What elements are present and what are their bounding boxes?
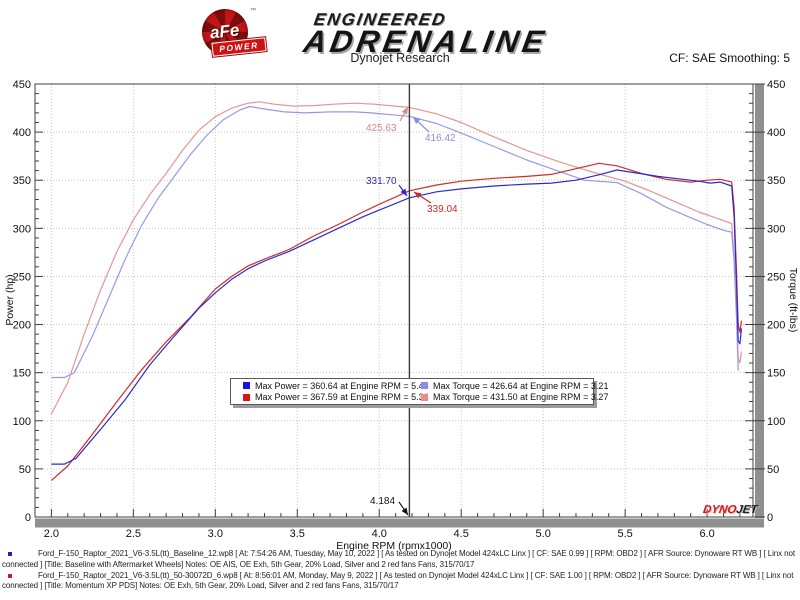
legend-entry-max-power-baseline: Max Power = 360.64 at Engine RPM = 5.45 bbox=[243, 381, 429, 391]
dyno-chart: 2.0 2.5 3.0 3.5 4.0 4.5 5.0 5.5 6.0 0 0 50 50 100 100 1… bbox=[4, 79, 799, 552]
svg-text:425.63: 425.63 bbox=[366, 123, 397, 134]
run-info-footer: Ford_F-150_Raptor_2021_V6-3.5L(tt)_Basel… bbox=[2, 549, 798, 592]
svg-text:100: 100 bbox=[767, 416, 785, 428]
svg-text:50: 50 bbox=[19, 464, 31, 476]
cursor-value-label: 4.184 bbox=[370, 496, 395, 507]
svg-text:350: 350 bbox=[767, 175, 785, 187]
svg-text:150: 150 bbox=[767, 368, 785, 380]
series-power-baseline bbox=[51, 169, 743, 465]
svg-text:0: 0 bbox=[767, 512, 773, 524]
svg-text:2.5: 2.5 bbox=[126, 528, 141, 540]
cursor-line[interactable]: 4.184 bbox=[370, 84, 411, 517]
svg-text:250: 250 bbox=[13, 271, 31, 283]
svg-text:300: 300 bbox=[13, 223, 31, 235]
svg-text:150: 150 bbox=[13, 368, 31, 380]
series-power-momentum bbox=[51, 162, 743, 481]
legend-label: Max Torque = 431.50 at Engine RPM = 3.27 bbox=[433, 392, 609, 403]
svg-text:100: 100 bbox=[13, 416, 31, 428]
svg-text:450: 450 bbox=[767, 79, 785, 91]
svg-text:2.0: 2.0 bbox=[44, 528, 59, 540]
svg-text:4.5: 4.5 bbox=[454, 528, 469, 540]
run-entry-momentum: Ford_F-150_Raptor_2021_V6-3.5L(tt)_50-30… bbox=[2, 571, 798, 593]
svg-text:3.0: 3.0 bbox=[208, 528, 223, 540]
svg-text:200: 200 bbox=[767, 320, 785, 332]
legend-entry-max-torque-baseline: Max Torque = 426.64 at Engine RPM = 3.21 bbox=[421, 381, 608, 391]
svg-text:50: 50 bbox=[767, 464, 779, 476]
run-info-line: Ford_F-150_Raptor_2021_V6-3.5L(tt)_50-30… bbox=[38, 570, 794, 580]
series-torque-baseline bbox=[51, 105, 739, 379]
legend-label: Max Power = 367.59 at Engine RPM = 5.34 bbox=[255, 392, 429, 403]
legend-swatch-blue bbox=[243, 382, 250, 390]
svg-text:200: 200 bbox=[13, 320, 31, 332]
annotation-339.04: 339.04 bbox=[413, 191, 458, 215]
run-entry-baseline: Ford_F-150_Raptor_2021_V6-3.5L(tt)_Basel… bbox=[2, 549, 798, 571]
trademark-symbol: ™ bbox=[250, 8, 256, 14]
run-info-line: connected ] [Title: Momentum XP PDS] Not… bbox=[2, 581, 399, 591]
plot-border bbox=[34, 83, 754, 518]
legend-box[interactable]: Max Power = 360.64 at Engine RPM = 5.45 … bbox=[230, 378, 608, 405]
smoothing-setting-label: CF: SAE Smoothing: 5 bbox=[669, 51, 790, 65]
svg-text:350: 350 bbox=[13, 175, 31, 187]
x-axis-label: Engine RPM (rpmx1000) bbox=[336, 540, 452, 552]
annotation-425.63: 425.63 bbox=[366, 106, 409, 134]
svg-text:300: 300 bbox=[767, 223, 785, 235]
vertical-scrollbar[interactable] bbox=[755, 84, 764, 518]
annotation-416.42: 416.42 bbox=[412, 116, 456, 144]
y-axis-label-left: Power (hp) bbox=[4, 274, 16, 325]
svg-text:450: 450 bbox=[13, 79, 31, 91]
svg-text:4.0: 4.0 bbox=[372, 528, 387, 540]
grid bbox=[35, 84, 753, 517]
dynojet-logo-dyno: DYNO bbox=[702, 504, 738, 516]
series-torque-momentum bbox=[50, 101, 743, 415]
svg-text:3.5: 3.5 bbox=[290, 528, 305, 540]
dynojet-logo-jet: JET bbox=[735, 504, 759, 516]
svg-text:0: 0 bbox=[25, 512, 31, 524]
afe-brand-logo: aFe ™ POWER ENGINEERED ADRENALINE bbox=[196, 4, 606, 59]
run-info-line: connected ] [Title: Baseline with Afterm… bbox=[2, 559, 475, 569]
svg-text:6.0: 6.0 bbox=[699, 528, 714, 540]
run-info-line: Ford_F-150_Raptor_2021_V6-3.5L(tt)_Basel… bbox=[38, 549, 795, 558]
dynojet-logo: DYNOJET bbox=[702, 504, 758, 516]
annotation-331.70: 331.70 bbox=[366, 176, 408, 197]
y-axis-label-right: Torque (ft-lbs) bbox=[787, 268, 799, 333]
run-bullet-blue bbox=[8, 552, 12, 556]
svg-text:331.70: 331.70 bbox=[366, 176, 397, 187]
svg-text:416.42: 416.42 bbox=[425, 133, 456, 144]
svg-text:400: 400 bbox=[767, 127, 785, 139]
svg-text:339.04: 339.04 bbox=[427, 204, 458, 215]
axes: 2.0 2.5 3.0 3.5 4.0 4.5 5.0 5.5 6.0 0 0 50 50 100 100 1… bbox=[4, 79, 799, 552]
page-title: Dynojet Research bbox=[350, 51, 450, 65]
run-bullet-red bbox=[8, 573, 12, 578]
svg-text:250: 250 bbox=[767, 271, 785, 283]
legend-swatch-lightblue bbox=[421, 382, 428, 390]
legend-swatch-lightred bbox=[421, 393, 428, 401]
legend-entry-max-power-momentum: Max Power = 367.59 at Engine RPM = 5.34 bbox=[243, 392, 429, 402]
svg-text:5.5: 5.5 bbox=[617, 528, 632, 540]
legend-label: Max Torque = 426.64 at Engine RPM = 3.21 bbox=[433, 380, 609, 391]
legend-label: Max Power = 360.64 at Engine RPM = 5.45 bbox=[255, 380, 429, 391]
legend-swatch-red bbox=[243, 393, 250, 401]
svg-text:400: 400 bbox=[13, 127, 31, 139]
horizontal-scrollbar[interactable] bbox=[35, 518, 764, 528]
legend-entry-max-torque-momentum: Max Torque = 431.50 at Engine RPM = 3.27 bbox=[421, 392, 608, 402]
svg-text:5.0: 5.0 bbox=[536, 528, 551, 540]
